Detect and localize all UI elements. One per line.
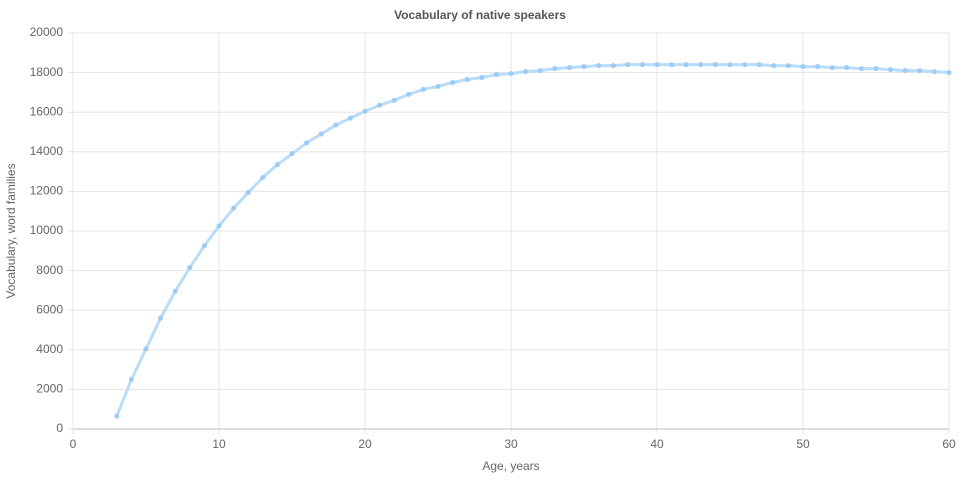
data-line bbox=[115, 63, 950, 417]
x-tick-label: 0 bbox=[70, 437, 77, 451]
data-point bbox=[902, 68, 908, 74]
y-axis-label: Vocabulary, word families bbox=[4, 163, 18, 298]
data-point bbox=[450, 80, 456, 85]
data-point bbox=[479, 75, 485, 81]
data-point bbox=[698, 62, 704, 68]
data-point bbox=[114, 413, 120, 419]
data-point bbox=[216, 223, 222, 229]
data-point bbox=[435, 83, 441, 89]
data-point bbox=[946, 70, 952, 76]
data-point bbox=[829, 65, 835, 71]
data-point bbox=[888, 67, 894, 73]
data-point bbox=[931, 69, 937, 75]
data-point bbox=[683, 62, 689, 68]
y-tick-label: 6000 bbox=[36, 302, 63, 316]
data-point bbox=[158, 315, 164, 321]
data-point bbox=[508, 71, 514, 77]
y-tick-label: 10000 bbox=[30, 223, 64, 237]
y-tick-label: 12000 bbox=[30, 184, 64, 198]
data-point bbox=[187, 265, 193, 271]
data-point bbox=[654, 62, 660, 68]
data-point bbox=[581, 64, 587, 70]
data-point bbox=[318, 131, 324, 137]
data-point bbox=[201, 243, 207, 249]
chart-title: Vocabulary of native speakers bbox=[394, 8, 566, 22]
x-tick-label: 40 bbox=[650, 437, 664, 451]
data-point bbox=[377, 102, 383, 108]
data-point bbox=[406, 91, 412, 97]
data-point bbox=[172, 288, 178, 294]
data-point bbox=[347, 115, 353, 121]
data-point bbox=[625, 62, 631, 68]
data-point bbox=[391, 97, 397, 103]
x-axis-label: Age, years bbox=[482, 459, 539, 473]
data-point bbox=[143, 346, 149, 352]
data-point bbox=[771, 63, 777, 69]
y-tick-label: 4000 bbox=[36, 342, 63, 356]
data-point bbox=[742, 62, 748, 68]
data-point bbox=[304, 140, 310, 146]
data-point bbox=[362, 108, 368, 114]
data-point bbox=[785, 63, 791, 69]
data-point bbox=[523, 69, 529, 75]
data-point bbox=[858, 66, 864, 72]
data-point bbox=[245, 189, 251, 195]
y-tick-label: 14000 bbox=[30, 144, 64, 158]
data-point bbox=[756, 62, 762, 68]
x-tick-label: 10 bbox=[212, 437, 226, 451]
data-point bbox=[639, 62, 645, 68]
x-tick-label: 60 bbox=[942, 437, 956, 451]
data-point bbox=[464, 77, 470, 83]
data-point bbox=[815, 64, 821, 70]
y-tick-label: 18000 bbox=[30, 65, 64, 79]
y-tick-label: 20000 bbox=[30, 25, 64, 39]
data-point bbox=[727, 62, 733, 68]
data-point bbox=[669, 62, 675, 68]
data-point bbox=[274, 162, 280, 168]
data-point bbox=[333, 122, 339, 128]
data-point bbox=[128, 377, 134, 382]
y-tick-label: 0 bbox=[56, 421, 63, 435]
data-point bbox=[552, 66, 558, 72]
data-point bbox=[420, 86, 426, 92]
y-tick-label: 8000 bbox=[36, 263, 63, 277]
data-point bbox=[844, 65, 850, 71]
data-point bbox=[231, 205, 237, 211]
data-point bbox=[800, 64, 806, 70]
data-point bbox=[610, 63, 616, 69]
x-tick-label: 20 bbox=[358, 437, 372, 451]
y-tick-label: 2000 bbox=[36, 382, 63, 396]
data-point bbox=[596, 63, 602, 69]
data-point bbox=[537, 68, 543, 74]
data-point bbox=[917, 68, 923, 74]
data-point bbox=[873, 66, 879, 72]
x-tick-label: 50 bbox=[796, 437, 810, 451]
data-point bbox=[260, 175, 266, 181]
data-point bbox=[566, 65, 572, 71]
data-point bbox=[712, 62, 718, 68]
y-tick-label: 16000 bbox=[30, 104, 64, 118]
x-tick-label: 30 bbox=[504, 437, 518, 451]
data-point bbox=[493, 72, 499, 78]
data-point bbox=[289, 151, 295, 157]
